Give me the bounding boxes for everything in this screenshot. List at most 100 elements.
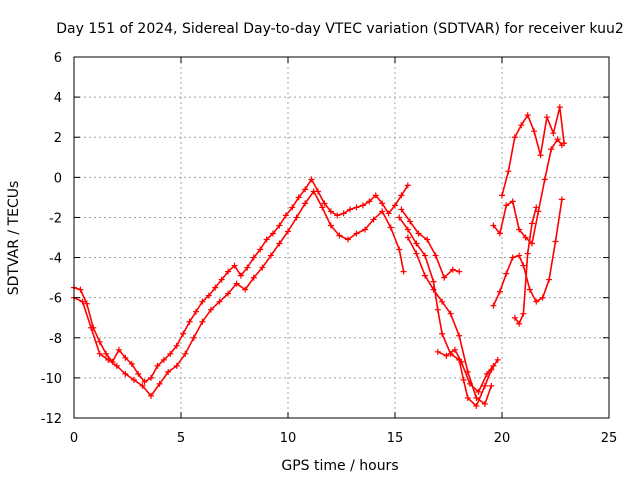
data-point — [231, 262, 238, 269]
y-tick-label: -2 — [49, 211, 62, 226]
data-point — [173, 342, 180, 349]
data-point — [392, 202, 398, 209]
series-layer — [71, 104, 568, 409]
data-point — [366, 198, 373, 205]
data-point — [473, 394, 480, 401]
data-point — [128, 360, 135, 367]
data-point — [295, 194, 302, 201]
x-axis-label: GPS time / hours — [281, 458, 398, 474]
data-point — [520, 262, 527, 269]
data-point — [148, 374, 155, 381]
series-arc-4 — [404, 234, 495, 407]
data-point — [516, 252, 523, 259]
data-point — [83, 300, 90, 307]
data-point — [359, 202, 366, 209]
data-point — [308, 176, 315, 183]
data-point — [207, 306, 214, 313]
data-point — [528, 220, 535, 227]
series-path — [73, 190, 405, 397]
data-point — [242, 286, 249, 293]
data-point — [289, 204, 296, 211]
data-point — [473, 402, 480, 409]
data-point — [270, 230, 277, 237]
data-point — [456, 332, 463, 339]
data-point — [415, 230, 422, 237]
x-tick-label: 15 — [387, 431, 404, 446]
data-point — [496, 230, 503, 237]
data-point — [302, 200, 309, 207]
y-tick-label: -10 — [41, 372, 62, 387]
data-point — [421, 272, 428, 279]
data-point — [233, 280, 240, 287]
data-point — [96, 338, 103, 345]
data-point — [77, 286, 84, 293]
data-point — [199, 298, 206, 305]
data-point — [173, 362, 180, 369]
data-point — [115, 346, 122, 353]
data-point — [404, 234, 411, 241]
data-point — [362, 226, 369, 233]
data-point — [387, 224, 394, 231]
data-point — [340, 210, 347, 217]
data-point — [558, 196, 565, 203]
data-point — [103, 350, 110, 357]
data-point — [321, 200, 328, 207]
data-point — [516, 320, 523, 327]
series-path — [400, 208, 460, 279]
data-point — [406, 218, 413, 225]
data-point — [396, 214, 403, 221]
data-point — [535, 208, 542, 215]
data-point — [192, 308, 199, 315]
series-arc-1 — [71, 176, 411, 385]
data-point — [499, 192, 505, 199]
data-point — [434, 306, 441, 313]
data-point — [526, 286, 533, 293]
data-point — [488, 382, 495, 389]
data-point — [509, 254, 516, 261]
data-point — [439, 330, 446, 337]
data-point — [404, 226, 411, 233]
data-point — [543, 114, 550, 121]
data-point — [276, 240, 283, 247]
data-point — [404, 182, 411, 189]
x-tick-label: 0 — [70, 431, 78, 446]
y-tick-label: -4 — [49, 252, 62, 267]
data-point — [344, 236, 351, 243]
data-point — [148, 392, 155, 399]
series-arc-6 — [434, 346, 497, 395]
data-point — [212, 284, 219, 291]
chart-title: Day 151 of 2024, Sidereal Day-to-day VTE… — [56, 21, 624, 37]
data-point — [490, 302, 497, 309]
data-point — [494, 356, 501, 363]
grid-lines — [74, 57, 609, 418]
data-point — [522, 234, 529, 241]
data-point — [135, 370, 142, 377]
y-tick-label: 0 — [54, 171, 62, 186]
data-point — [503, 270, 510, 277]
series-arc-10 — [511, 204, 540, 327]
data-point — [531, 128, 538, 135]
data-point — [400, 268, 407, 275]
data-point — [413, 240, 420, 247]
y-tick-label: -12 — [41, 412, 62, 427]
y-tick-label: -8 — [49, 332, 62, 347]
data-point — [96, 350, 103, 357]
data-point — [353, 204, 360, 211]
data-point — [550, 130, 557, 137]
data-point — [334, 212, 341, 219]
data-point — [466, 380, 473, 387]
y-tick-label: 4 — [54, 91, 62, 106]
data-point — [516, 226, 523, 233]
data-point — [122, 370, 129, 377]
data-point — [327, 222, 334, 229]
data-point — [372, 192, 379, 199]
data-point — [186, 318, 193, 325]
data-point — [458, 358, 465, 365]
data-point — [327, 208, 334, 215]
data-point — [225, 290, 232, 297]
data-point — [518, 122, 525, 129]
data-point — [509, 198, 516, 205]
data-point — [139, 382, 146, 389]
y-tick-label: 2 — [54, 131, 62, 146]
